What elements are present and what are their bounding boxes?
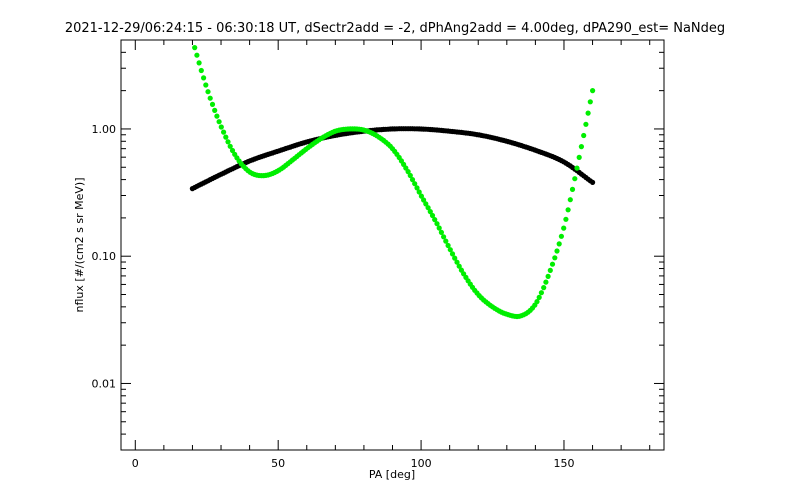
series-1-point (207, 95, 213, 101)
series-1-point (449, 251, 456, 257)
x-tick-label: 0 (132, 457, 139, 470)
series-1-point (409, 177, 416, 183)
series-1-point (563, 216, 569, 222)
series-1-point (416, 189, 422, 195)
series-1-point (225, 139, 231, 145)
x-tick-label: 100 (411, 457, 432, 470)
series-1-point (192, 45, 198, 51)
series-1-point (212, 107, 218, 113)
series-1-point (545, 273, 551, 279)
series-1-point (438, 229, 444, 235)
series-1-point (198, 67, 204, 74)
series-1-point (552, 255, 558, 261)
x-axis-label: PA [deg] (369, 468, 415, 481)
series-1-point (454, 259, 460, 265)
series-1-point (436, 225, 442, 231)
series-1-point (572, 176, 578, 182)
x-tick-label: 150 (553, 457, 574, 470)
series-1-point (567, 197, 573, 203)
series-1-point (223, 134, 229, 140)
series-1-point (201, 75, 207, 81)
series-1-point (565, 207, 571, 213)
series-1-point (434, 221, 440, 227)
chart-title: 2021-12-29/06:24:15 - 06:30:18 UT, dSect… (65, 21, 725, 36)
series-1-point (196, 60, 202, 66)
series-1-point (209, 101, 216, 107)
series-1-point (541, 285, 547, 291)
series-1-point (443, 238, 449, 244)
series-1-point (194, 52, 200, 58)
series-layer (189, 45, 596, 320)
series-1-point (425, 205, 431, 211)
series-1-point (216, 119, 222, 125)
axis-ticks: 0 50 100 150 0.01 0.10 1.00 (92, 39, 664, 470)
series-1 (192, 45, 596, 320)
series-1-point (543, 279, 549, 285)
series-1-point (227, 143, 233, 149)
y-tick-label: 1.00 (92, 123, 117, 136)
series-1-point (581, 132, 587, 139)
y-axis-label: nflux [#/(cm2 s sr MeV)] (73, 178, 86, 313)
series-1-point (538, 290, 545, 296)
series-1-point (456, 263, 462, 269)
x-tick-label: 50 (271, 457, 285, 470)
series-1-point (407, 172, 413, 179)
series-1-point (554, 248, 560, 254)
series-1-point (558, 233, 565, 239)
series-1-point (218, 124, 224, 130)
series-1-point (441, 234, 447, 240)
series-1-point (549, 261, 556, 267)
plot-frame (120, 39, 665, 451)
series-1-point (590, 88, 596, 94)
series-1-point (561, 225, 567, 231)
series-0-point (590, 179, 596, 185)
series-1-point (421, 197, 427, 203)
series-1-point (412, 181, 418, 187)
series-1-point (414, 185, 420, 191)
series-1-point (452, 255, 458, 261)
series-1-point (432, 217, 438, 223)
series-1-point (576, 154, 582, 160)
y-tick-label: 0.10 (92, 250, 117, 263)
series-1-point (203, 82, 209, 88)
series-1-point (405, 169, 411, 175)
series-1-point (574, 165, 580, 171)
series-0 (189, 126, 596, 192)
series-1-point (556, 241, 562, 247)
series-1-point (427, 209, 433, 215)
series-1-point (429, 212, 436, 219)
series-1-point (583, 121, 589, 127)
series-1-point (569, 186, 576, 192)
series-1-point (229, 147, 236, 154)
series-1-point (447, 247, 453, 253)
series-1-point (221, 129, 227, 135)
series-1-point (547, 267, 553, 273)
series-1-point (205, 89, 211, 95)
series-1-point (578, 144, 585, 150)
series-1-point (423, 201, 429, 207)
series-1-point (418, 193, 424, 199)
series-1-point (587, 99, 593, 105)
y-tick-label: 0.01 (92, 377, 117, 390)
series-1-point (445, 242, 451, 249)
series-1-point (214, 113, 220, 119)
series-1-point (534, 299, 540, 305)
series-1-point (536, 294, 542, 300)
series-1-point (585, 110, 591, 116)
